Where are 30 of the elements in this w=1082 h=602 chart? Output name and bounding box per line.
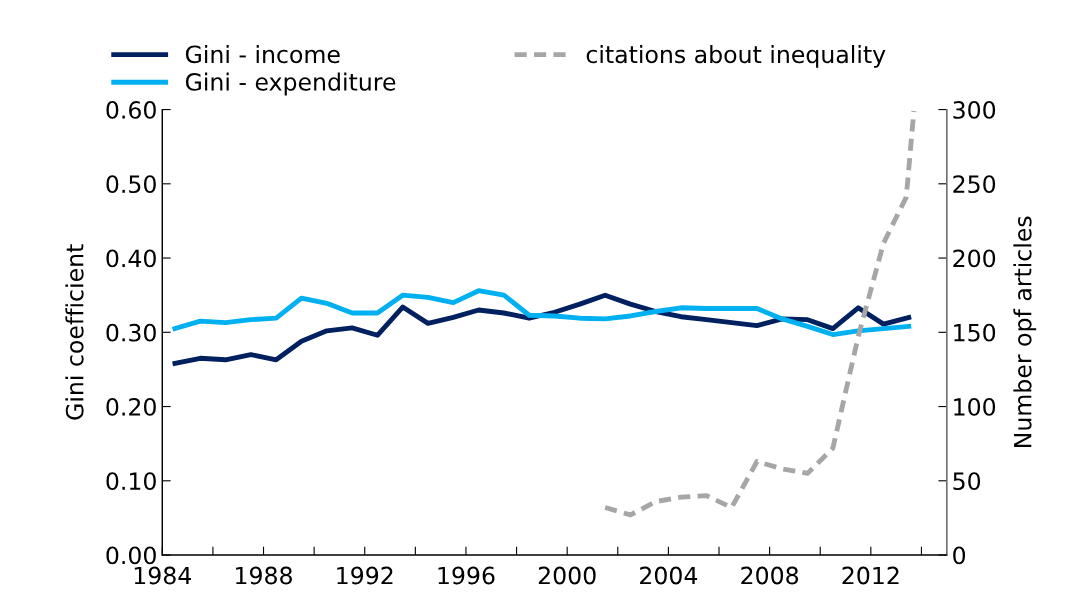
line-series — [602, 109, 917, 518]
legend-label: citations about inequality — [586, 44, 886, 68]
y-tick-label: 0.00 — [106, 546, 156, 565]
y2-tick-label: 0 — [953, 546, 966, 565]
y-tick-label: 0.50 — [106, 175, 156, 194]
legend-label: Gini - expenditure — [185, 72, 396, 96]
y2-tick-label: 250 — [953, 175, 996, 194]
x-tick-label: 2008 — [741, 566, 799, 585]
y2-tick-label: 300 — [953, 101, 996, 119]
x-tick-label: 2004 — [640, 566, 698, 585]
y-tick-label: 0.40 — [106, 249, 156, 268]
x-tick-label: 1992 — [337, 566, 393, 585]
y-tick-label: 0.20 — [106, 398, 156, 416]
y-tick-label: 0.60 — [106, 101, 156, 119]
y-axis-title: Gini coefficient — [65, 244, 84, 420]
x-tick-label: 1996 — [438, 566, 495, 585]
x-tick-label: 2000 — [538, 566, 596, 585]
y2-tick-label: 100 — [954, 398, 996, 416]
y-tick-label: 0.30 — [106, 323, 156, 342]
x-tick-label: 1988 — [236, 566, 292, 585]
legend-label: Gini - income — [185, 44, 340, 64]
line-series — [172, 288, 912, 337]
line-series — [172, 292, 912, 366]
y-tick-label: 0.10 — [106, 472, 156, 491]
x-tick-label: 2012 — [842, 566, 899, 585]
y2-axis-title: Number opf articles — [1013, 216, 1037, 447]
y2-tick-label: 150 — [954, 323, 996, 342]
y2-tick-label: 50 — [953, 472, 981, 491]
x-tick-label: 1984 — [134, 566, 192, 585]
y2-tick-label: 200 — [953, 249, 996, 268]
